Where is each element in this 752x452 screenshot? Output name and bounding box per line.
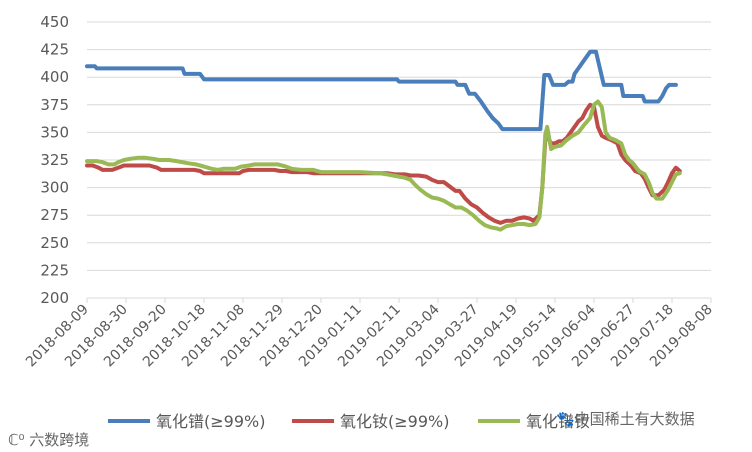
legend-label-2: 氧化镨钕 [526, 412, 590, 431]
legend-label-0: 氧化镨(≥99%) [156, 412, 265, 431]
y-axis-ticks: 450 425 400 375 350 325 300 275 250 225 200 [40, 13, 69, 307]
y-tick-label: 375 [40, 96, 69, 114]
legend: 氧化镨(≥99%) 氧化钕(≥99%) 氧化镨钕 [108, 412, 590, 431]
y-tick-label: 325 [40, 151, 69, 169]
y-tick-label: 425 [40, 41, 69, 59]
series-line-0 [85, 49, 678, 132]
y-tick-label: 275 [40, 206, 69, 224]
y-tick-label: 350 [40, 123, 69, 141]
grid-lines [87, 21, 711, 271]
watermark-right: 🐾中国稀土有大数据 [556, 410, 695, 428]
legend-label-1: 氧化钕(≥99%) [340, 412, 449, 431]
watermark-left: ℂ⁰ 六数跨境 [8, 431, 89, 449]
y-tick-label: 300 [40, 179, 69, 197]
y-tick-label: 450 [40, 13, 69, 31]
series-line-2 [85, 99, 682, 232]
y-tick-label: 225 [40, 261, 69, 279]
y-tick-label: 250 [40, 234, 69, 252]
series-line-1 [85, 102, 682, 225]
series-lines [85, 49, 682, 232]
y-tick-label: 200 [40, 289, 69, 307]
x-axis-ticks: 2018-08-092018-08-302018-09-202018-10-18… [23, 298, 716, 370]
y-tick-label: 400 [40, 68, 69, 86]
